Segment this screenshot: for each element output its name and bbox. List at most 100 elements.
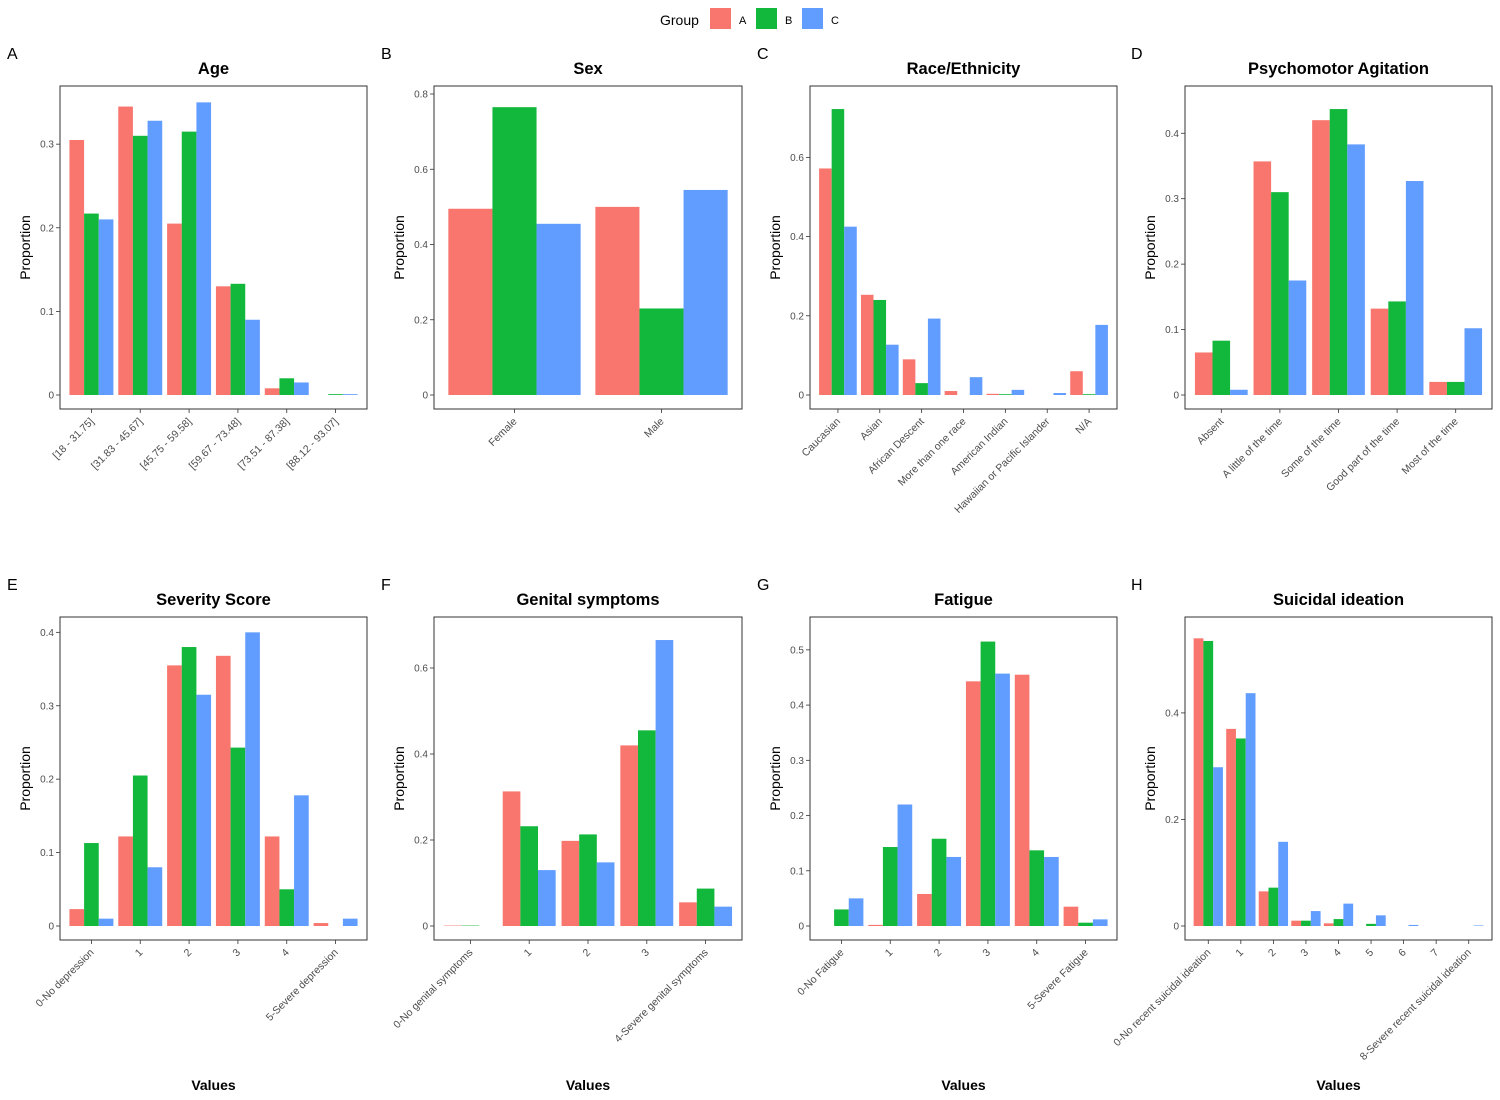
- panel-title: Psychomotor Agitation: [1248, 60, 1429, 78]
- x-tick-label: 2: [182, 947, 195, 960]
- bar-c: [98, 219, 114, 395]
- panel-f: F Genital symptoms Proportion 0 0.2 0.4 0.6 0-N…: [381, 577, 743, 1093]
- panel-letter: B: [381, 46, 392, 63]
- panel-letter: G: [757, 577, 769, 594]
- y-tick-label: 0.1: [1165, 325, 1179, 336]
- x-tick-label: 3: [639, 947, 652, 960]
- legend-label-a: A: [739, 15, 747, 27]
- bar-b: [931, 838, 947, 926]
- bar-c: [844, 226, 857, 395]
- y-axis-label: Proportion: [391, 746, 407, 811]
- bar-b: [999, 394, 1012, 395]
- panel-border: [59, 85, 368, 410]
- bar-a: [1014, 674, 1030, 926]
- y-tick-label: 0: [1173, 391, 1179, 402]
- bar-b: [873, 299, 887, 395]
- bar-c: [1288, 280, 1307, 395]
- y-tick-label: 0.1: [40, 307, 54, 318]
- bar-c: [294, 382, 309, 395]
- bar-b: [1446, 381, 1465, 395]
- bar-b: [579, 834, 597, 926]
- panel-border: [433, 616, 743, 941]
- y-tick-label: 0: [48, 391, 54, 402]
- panel-border: [59, 616, 368, 941]
- y-tick-label: 0.4: [790, 701, 804, 712]
- y-tick-label: 0.6: [790, 153, 804, 164]
- y-tick-label: 0.2: [414, 315, 428, 326]
- x-tick-label: [88.12 - 93.07]: [284, 416, 340, 472]
- y-axis-label: Proportion: [767, 746, 783, 811]
- panel-border: [809, 85, 1118, 410]
- bar-c: [98, 918, 114, 926]
- x-tick-label: 3: [980, 947, 993, 960]
- bar-a: [620, 745, 638, 926]
- bar-a: [902, 359, 916, 395]
- bar-a: [1370, 308, 1389, 395]
- y-tick-label: 0.6: [414, 664, 428, 675]
- bar-a: [448, 208, 493, 395]
- bar-c: [1347, 144, 1365, 395]
- x-tick-label: Most of the time: [1400, 416, 1461, 477]
- bar-c: [946, 856, 962, 926]
- bar-a: [679, 902, 697, 926]
- bar-c: [1095, 324, 1108, 395]
- bar-c: [147, 120, 163, 395]
- bar-a: [118, 836, 133, 926]
- bar-c: [1473, 925, 1484, 926]
- x-axis-label: Values: [1316, 1077, 1361, 1093]
- bar-b: [132, 775, 148, 926]
- bar-a: [1194, 352, 1213, 395]
- x-tick-label: 8-Severe recent suicidal ideation: [1358, 947, 1474, 1063]
- bar-b: [1268, 887, 1279, 926]
- bar-c: [536, 223, 581, 395]
- bar-c: [1408, 924, 1419, 926]
- bar-b: [132, 135, 148, 396]
- bar-b: [520, 826, 539, 926]
- bar-a: [215, 655, 231, 926]
- y-tick-label: 0.4: [414, 750, 428, 761]
- bar-b: [882, 847, 898, 926]
- legend-swatch-b: [756, 8, 777, 29]
- x-tick-label: 0-No genital symptoms: [391, 947, 475, 1031]
- x-tick-label: 1: [1233, 947, 1246, 960]
- bar-c: [1011, 389, 1025, 395]
- panel-letter: F: [381, 577, 391, 594]
- y-tick-label: 0: [48, 922, 54, 933]
- bar-b: [1333, 919, 1344, 926]
- bar-c: [655, 640, 674, 926]
- panel-e: E Severity Score Proportion 0 0.1 0.2 0.3 0.4 0-…: [7, 577, 368, 1093]
- panel-title: Race/Ethnicity: [907, 60, 1022, 78]
- bar-a: [1323, 923, 1334, 926]
- y-tick-label: 0.6: [414, 165, 428, 176]
- x-tick-label: Female: [486, 416, 519, 449]
- bar-a: [1226, 728, 1236, 926]
- bar-b: [1235, 738, 1246, 926]
- bar-c: [538, 870, 556, 926]
- legend: Group A B C: [660, 8, 839, 29]
- bar-c: [1245, 693, 1256, 926]
- y-axis-label: Proportion: [1142, 746, 1158, 811]
- bar-c: [196, 694, 212, 926]
- y-tick-label: 0.2: [40, 223, 54, 234]
- bar-c: [848, 898, 864, 926]
- bar-a: [1291, 920, 1302, 926]
- panel-letter: H: [1131, 577, 1143, 594]
- panel-letter: D: [1131, 46, 1143, 63]
- panel-border: [1184, 616, 1493, 941]
- panel-title: Age: [198, 60, 229, 78]
- y-tick-label: 0: [798, 391, 804, 402]
- y-tick-label: 0: [1173, 922, 1179, 933]
- y-axis-label: Proportion: [17, 746, 33, 811]
- x-axis-label: Values: [941, 1077, 986, 1093]
- x-tick-label: 1: [522, 947, 535, 960]
- y-tick-label: 0.4: [1165, 129, 1179, 140]
- bar-a: [215, 286, 231, 395]
- y-tick-label: 0.2: [790, 311, 804, 322]
- y-tick-label: 0: [422, 922, 428, 933]
- bar-b: [181, 647, 197, 926]
- x-tick-label: N/A: [1073, 416, 1094, 437]
- y-tick-label: 0.2: [414, 836, 428, 847]
- bar-b: [1388, 301, 1406, 395]
